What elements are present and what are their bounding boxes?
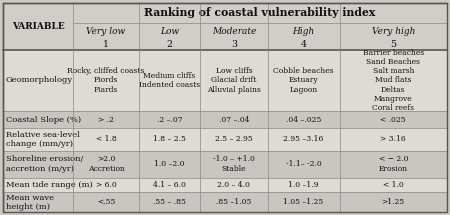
Text: Very low: Very low [86, 27, 126, 36]
Text: Ranking of coastal vulnerability index: Ranking of coastal vulnerability index [144, 7, 376, 18]
Text: < 1.0: < 1.0 [383, 181, 404, 189]
Bar [200, 40, 268, 50]
Bar [73, 40, 139, 50]
Bar [268, 50, 340, 111]
Bar [73, 50, 139, 111]
Bar [268, 40, 340, 50]
Text: 1.0 –2.0: 1.0 –2.0 [154, 160, 185, 168]
Bar [340, 150, 447, 178]
Bar [268, 178, 340, 192]
Text: >1.25: >1.25 [382, 198, 405, 206]
Bar [139, 50, 200, 111]
Bar [73, 23, 139, 40]
Text: Rocky, cliffed coasts
Fiords
Fiards: Rocky, cliffed coasts Fiords Fiards [68, 67, 145, 94]
Bar [268, 192, 340, 212]
Text: Very high: Very high [372, 27, 415, 36]
Text: High: High [292, 27, 315, 36]
Bar [200, 23, 268, 40]
Text: 2.95 –3.16: 2.95 –3.16 [284, 135, 324, 143]
Text: Mean wave
height (m): Mean wave height (m) [6, 194, 54, 211]
Text: Medium cliffs
Indented coasts: Medium cliffs Indented coasts [139, 72, 200, 89]
Text: >2.0
Accretion: >2.0 Accretion [88, 155, 125, 173]
Bar [3, 111, 73, 128]
Text: VARIABLE: VARIABLE [12, 22, 64, 31]
Bar [200, 128, 268, 150]
Bar [3, 50, 73, 111]
Text: < − 2.0
Erosion: < − 2.0 Erosion [378, 155, 408, 173]
Text: Low: Low [160, 27, 179, 36]
Bar [200, 111, 268, 128]
Bar [73, 192, 139, 212]
Bar [200, 150, 268, 178]
Text: 4.1 – 6.0: 4.1 – 6.0 [153, 181, 186, 189]
Bar [3, 128, 73, 150]
Text: < .025: < .025 [380, 116, 406, 124]
Bar [139, 150, 200, 178]
Text: > .2: > .2 [98, 116, 114, 124]
Bar [340, 192, 447, 212]
Text: 2: 2 [166, 40, 172, 49]
Text: Mean tide range (m): Mean tide range (m) [6, 181, 93, 189]
Bar [340, 50, 447, 111]
Bar [340, 23, 447, 40]
Text: Coastal Slope (%): Coastal Slope (%) [6, 116, 81, 124]
Bar [73, 128, 139, 150]
Bar [73, 150, 139, 178]
Text: Cobble beaches
Estuary
Lagoon: Cobble beaches Estuary Lagoon [273, 67, 334, 94]
Bar [73, 178, 139, 192]
Bar [73, 111, 139, 128]
Text: Geomorphology: Geomorphology [6, 77, 73, 84]
Text: 1.0 –1.9: 1.0 –1.9 [288, 181, 319, 189]
Bar [268, 150, 340, 178]
Text: > 3.16: > 3.16 [380, 135, 406, 143]
Text: 5: 5 [390, 40, 396, 49]
Text: 1: 1 [103, 40, 109, 49]
Bar [268, 23, 340, 40]
Bar [200, 50, 268, 111]
Text: 2.0 – 4.0: 2.0 – 4.0 [217, 181, 250, 189]
Bar [139, 111, 200, 128]
Text: 4: 4 [301, 40, 306, 49]
Bar [340, 178, 447, 192]
Text: Relative sea-level
change (mm/yr): Relative sea-level change (mm/yr) [6, 131, 80, 148]
Text: .85 –1.05: .85 –1.05 [216, 198, 252, 206]
Bar [340, 111, 447, 128]
Text: 2.5 – 2.95: 2.5 – 2.95 [215, 135, 253, 143]
Text: .55 – .85: .55 – .85 [153, 198, 186, 206]
Text: <.55: <.55 [97, 198, 115, 206]
Text: 1.8 – 2.5: 1.8 – 2.5 [153, 135, 186, 143]
Bar [3, 150, 73, 178]
Text: Low cliffs
Glacial drift
Alluvial plains: Low cliffs Glacial drift Alluvial plains [207, 67, 261, 94]
Text: .07 –.04: .07 –.04 [219, 116, 249, 124]
Text: > 6.0: > 6.0 [96, 181, 117, 189]
Bar [340, 40, 447, 50]
Text: -1.0 – +1.0
Stable: -1.0 – +1.0 Stable [213, 155, 255, 173]
Text: -1.1– -2.0: -1.1– -2.0 [286, 160, 321, 168]
Text: .2 –.07: .2 –.07 [157, 116, 182, 124]
Text: Barrier beaches
Sand Beaches
Salt marsh
Mud flats
Deltas
Mangrove
Coral reefs: Barrier beaches Sand Beaches Salt marsh … [363, 49, 424, 112]
Text: .04 –.025: .04 –.025 [286, 116, 321, 124]
Text: Shoreline erosion/
accretion (m/yr): Shoreline erosion/ accretion (m/yr) [6, 155, 83, 173]
Bar [139, 40, 200, 50]
Text: < 1.8: < 1.8 [96, 135, 117, 143]
Bar [139, 192, 200, 212]
Bar [3, 178, 73, 192]
Bar [200, 192, 268, 212]
Bar [73, 3, 447, 23]
Bar [139, 128, 200, 150]
Text: Moderate: Moderate [212, 27, 256, 36]
Text: 1.05 –1.25: 1.05 –1.25 [284, 198, 324, 206]
Bar [139, 178, 200, 192]
Bar [268, 128, 340, 150]
Bar [268, 111, 340, 128]
Bar [3, 3, 73, 50]
Bar [3, 192, 73, 212]
Bar [139, 23, 200, 40]
Text: 3: 3 [231, 40, 237, 49]
Bar [340, 128, 447, 150]
Bar [200, 178, 268, 192]
